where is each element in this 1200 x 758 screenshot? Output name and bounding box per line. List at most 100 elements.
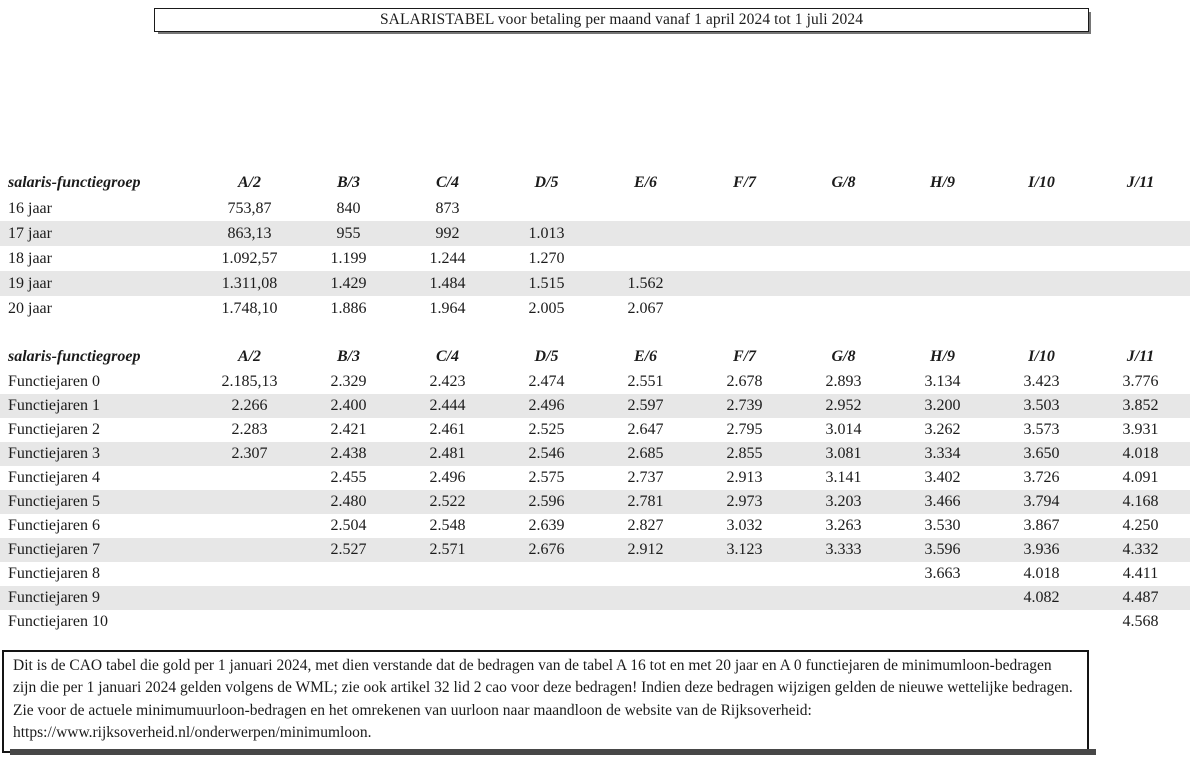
salary-cell [497,610,596,634]
salary-cell: 3.931 [1122,421,1159,438]
salary-cell: 1.748,10 [221,299,278,317]
salary-cell [1091,296,1190,321]
salary-cell: 955 [336,224,361,242]
salary-cell: 3.333 [825,541,862,558]
salary-cell: 1.270 [528,249,565,267]
salary-cell: 2.647 [627,421,664,438]
salary-cell [893,610,992,634]
table-row: Functiejaren 0 2.185,13 2.329 2.423 2.474 2.5… [0,370,1190,394]
salary-cell: 2.283 [231,421,268,438]
row-label: Functiejaren 9 [8,589,100,606]
salary-cell: 4.487 [1122,589,1159,606]
salary-cell [695,246,794,271]
salary-cell: 4.082 [1023,589,1060,606]
salary-cell: 2.676 [528,541,565,558]
salary-cell: 2.455 [330,469,367,486]
salary-cell [596,221,695,246]
salary-cell: 3.466 [924,493,961,510]
table-row: 17 jaar 863,13 955 992 1.013 [0,221,1190,246]
salary-cell: 2.781 [627,493,664,510]
salary-cell: 3.663 [924,565,961,582]
column-header: H/9 [930,174,955,191]
salary-cell: 1.013 [528,224,565,242]
salary-cell: 2.496 [528,397,565,414]
salary-cell: 1.199 [330,249,367,267]
column-header: I/10 [1028,348,1055,365]
salary-cell [695,610,794,634]
salary-cell: 2.481 [429,445,466,462]
row-label: Functiejaren 0 [8,373,100,390]
salary-cell [200,514,299,538]
salary-cell [497,196,596,221]
salary-cell: 2.795 [726,421,763,438]
salary-cell [200,490,299,514]
salary-cell: 2.480 [330,493,367,510]
salary-cell [893,196,992,221]
salary-cell [299,586,398,610]
salary-cell [992,221,1091,246]
salary-cell: 840 [336,199,361,217]
salary-cell [200,562,299,586]
table-row: Functiejaren 7 2.527 2.571 2.676 2.912 3.123 3… [0,538,1190,562]
salary-cell: 2.329 [330,373,367,390]
salary-cell: 3.200 [924,397,961,414]
row-label: Functiejaren 4 [8,469,100,486]
salary-cell [992,610,1091,634]
salary-cell: 1.092,57 [221,249,278,267]
salary-cell: 1.244 [429,249,466,267]
salary-cell [794,586,893,610]
table-row: 18 jaar 1.092,57 1.199 1.244 1.270 [0,246,1190,271]
salary-cell: 2.005 [528,299,565,317]
salary-cell [200,538,299,562]
salary-cell: 4.018 [1023,565,1060,582]
table-row: Functiejaren 4 2.455 2.496 2.575 2.737 2.913 3… [0,466,1190,490]
salary-cell: 1.886 [330,299,367,317]
salary-cell: 2.438 [330,445,367,462]
salary-cell: 1.311,08 [221,274,278,292]
column-header: E/6 [633,348,658,365]
column-header: D/5 [534,174,559,191]
salary-cell: 2.307 [231,445,268,462]
salary-cell [200,466,299,490]
salary-cell [992,196,1091,221]
salary-cell: 2.827 [627,517,664,534]
age-salary-table: salaris-functiegroep A/2 B/3 C/4 D/5 E/6 F/7 G/… [0,170,1190,321]
salary-cell: 3.573 [1023,421,1060,438]
row-label: 18 jaar [8,249,52,267]
row-label: 20 jaar [8,299,52,317]
salary-cell [794,562,893,586]
salary-cell: 1.964 [429,299,466,317]
salary-cell: 2.400 [330,397,367,414]
footer-box-shadow [10,749,1096,755]
row-label: Functiejaren 6 [8,517,100,534]
salary-cell: 992 [435,224,460,242]
salary-cell: 3.123 [726,541,763,558]
salary-cell: 3.726 [1023,469,1060,486]
document-title: SALARISTABEL voor betaling per maand van… [379,11,864,28]
salary-cell: 2.893 [825,373,862,390]
row-label: Functiejaren 10 [8,613,108,630]
salary-cell: 4.568 [1122,613,1159,630]
salary-cell: 2.504 [330,517,367,534]
salary-cell [398,562,497,586]
salary-cell [1091,246,1190,271]
salary-cell: 4.168 [1122,493,1159,510]
salary-cell: 3.032 [726,517,763,534]
header-row: salaris-functiegroep A/2 B/3 C/4 D/5 E/6 F/7 G/… [0,170,1190,196]
salary-cell [200,610,299,634]
salary-cell: 2.546 [528,445,565,462]
salary-cell [695,271,794,296]
column-header: F/7 [732,174,757,191]
salary-cell [794,610,893,634]
salary-cell [398,586,497,610]
salary-cell: 4.250 [1122,517,1159,534]
salary-cell: 2.678 [726,373,763,390]
salary-cell: 1.429 [330,274,367,292]
salary-cell: 3.530 [924,517,961,534]
salary-cell [695,221,794,246]
row-label: 17 jaar [8,224,52,242]
table-row: Functiejaren 5 2.480 2.522 2.596 2.781 2.973 3… [0,490,1190,514]
footer-note-text: Dit is de CAO tabel die gold per 1 janua… [13,657,1073,742]
salary-cell [497,562,596,586]
footer-note-box: Dit is de CAO tabel die gold per 1 janua… [2,650,1089,753]
